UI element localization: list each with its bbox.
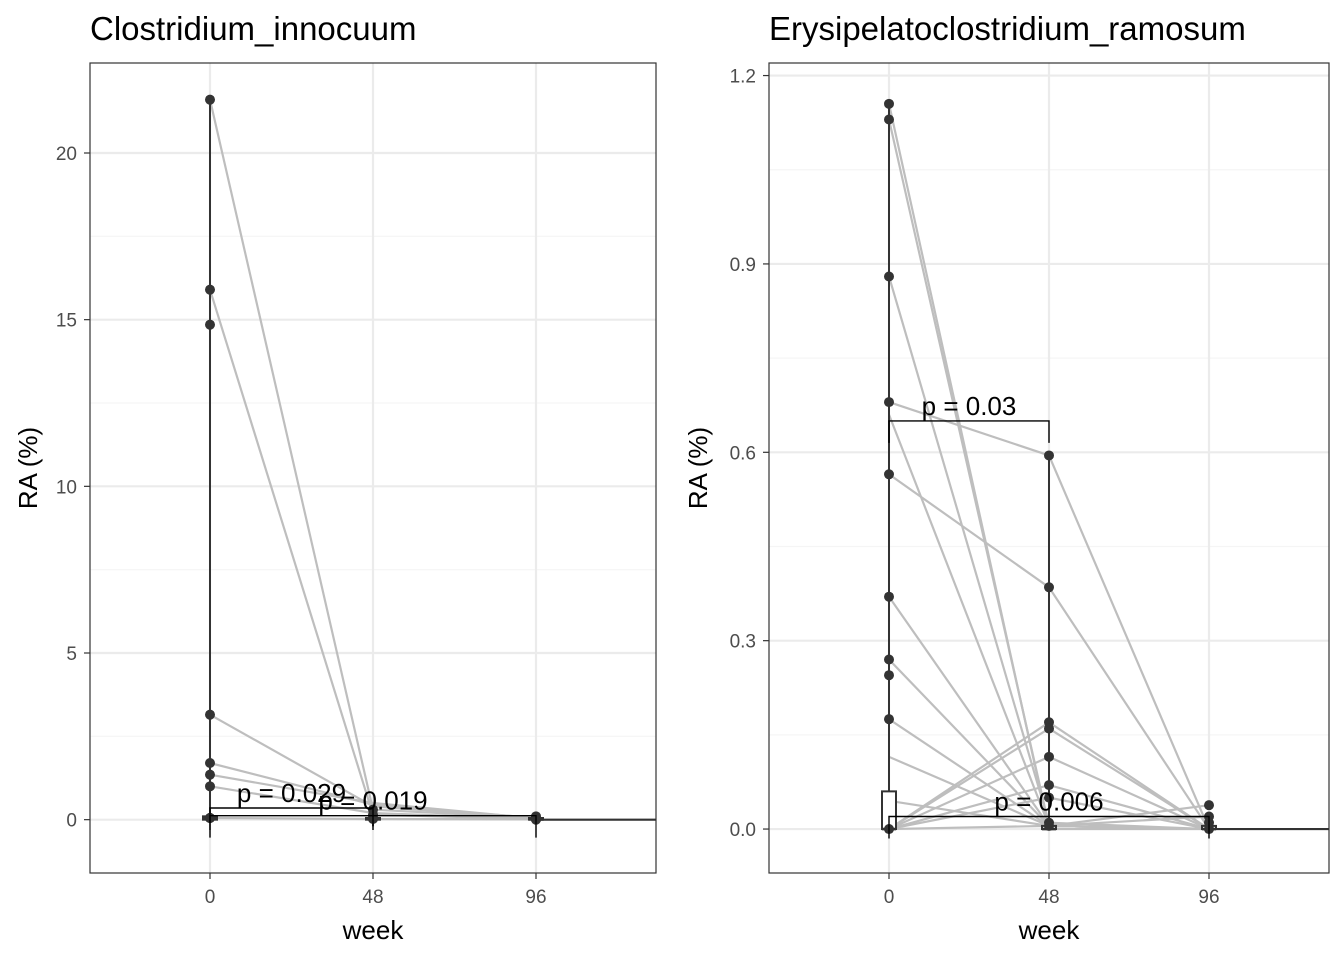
y-axis-title: RA (%) xyxy=(13,427,43,509)
chart-title: Clostridium_innocuum xyxy=(90,10,416,47)
data-point xyxy=(1044,792,1054,803)
y-axis-title: RA (%) xyxy=(683,427,713,509)
data-point xyxy=(884,114,894,125)
p-value-label: p = 0.029 xyxy=(237,778,346,808)
y-tick-label: 20 xyxy=(56,144,77,165)
data-point xyxy=(205,781,215,792)
data-point xyxy=(884,654,894,665)
data-point xyxy=(205,319,215,330)
panel-erysipelatoclostridium-ramosum: Erysipelatoclostridium_ramosum p = 0.03p… xyxy=(683,10,1330,945)
data-point xyxy=(205,758,215,768)
x-axis-title: week xyxy=(342,915,405,945)
y-tick-label: 0.6 xyxy=(730,443,756,464)
data-point xyxy=(1044,751,1054,762)
significance-brackets: p = 0.03 p = 0.006 xyxy=(888,391,1210,839)
y-tick-label: 0.9 xyxy=(730,255,756,276)
data-point xyxy=(884,591,894,602)
chart-title: Erysipelatoclostridium_ramosum xyxy=(769,10,1246,47)
bracket-line xyxy=(888,815,1210,839)
y-axis-ticks: 0.0 0.3 0.6 0.9 1.2 xyxy=(730,67,769,841)
bracket-line xyxy=(888,420,1050,443)
x-axis-ticks: 0 48 96 xyxy=(205,873,547,908)
y-tick-label: 0.0 xyxy=(730,820,756,841)
data-point xyxy=(1044,723,1054,734)
y-tick-label: 0.3 xyxy=(730,632,756,653)
x-axis-title: week xyxy=(1018,915,1081,945)
data-point xyxy=(205,94,215,105)
data-point xyxy=(884,271,894,282)
p-value-label: p = 0.019 xyxy=(318,786,427,816)
p-value-label: p = 0.006 xyxy=(994,786,1103,816)
x-tick-label: 96 xyxy=(1198,887,1219,908)
x-tick-label: 0 xyxy=(205,887,216,908)
data-point xyxy=(205,769,215,780)
paired-line xyxy=(209,773,537,820)
y-tick-label: 10 xyxy=(56,477,77,498)
y-tick-label: 15 xyxy=(56,311,77,332)
x-tick-label: 48 xyxy=(362,887,383,908)
x-tick-label: 48 xyxy=(1038,887,1059,908)
bracket-line xyxy=(209,814,537,838)
y-tick-label: 1.2 xyxy=(730,67,756,88)
data-point xyxy=(205,284,215,295)
x-tick-label: 0 xyxy=(884,887,895,908)
data-point xyxy=(1044,820,1054,831)
y-axis-ticks: 0 5 10 15 20 xyxy=(56,144,90,832)
y-tick-label: 0 xyxy=(66,811,77,832)
data-point xyxy=(1044,780,1054,791)
data-point xyxy=(884,670,894,681)
x-axis-ticks: 0 48 96 xyxy=(884,873,1220,908)
data-point xyxy=(1044,450,1054,461)
data-point xyxy=(884,714,894,725)
data-point xyxy=(1044,582,1054,593)
x-tick-label: 96 xyxy=(525,887,546,908)
data-point xyxy=(884,98,894,109)
p-value-label: p = 0.03 xyxy=(922,391,1017,421)
data-point xyxy=(884,397,894,408)
data-point xyxy=(884,469,894,480)
data-point xyxy=(1204,800,1214,811)
data-point xyxy=(205,709,215,720)
y-tick-label: 5 xyxy=(66,644,77,665)
